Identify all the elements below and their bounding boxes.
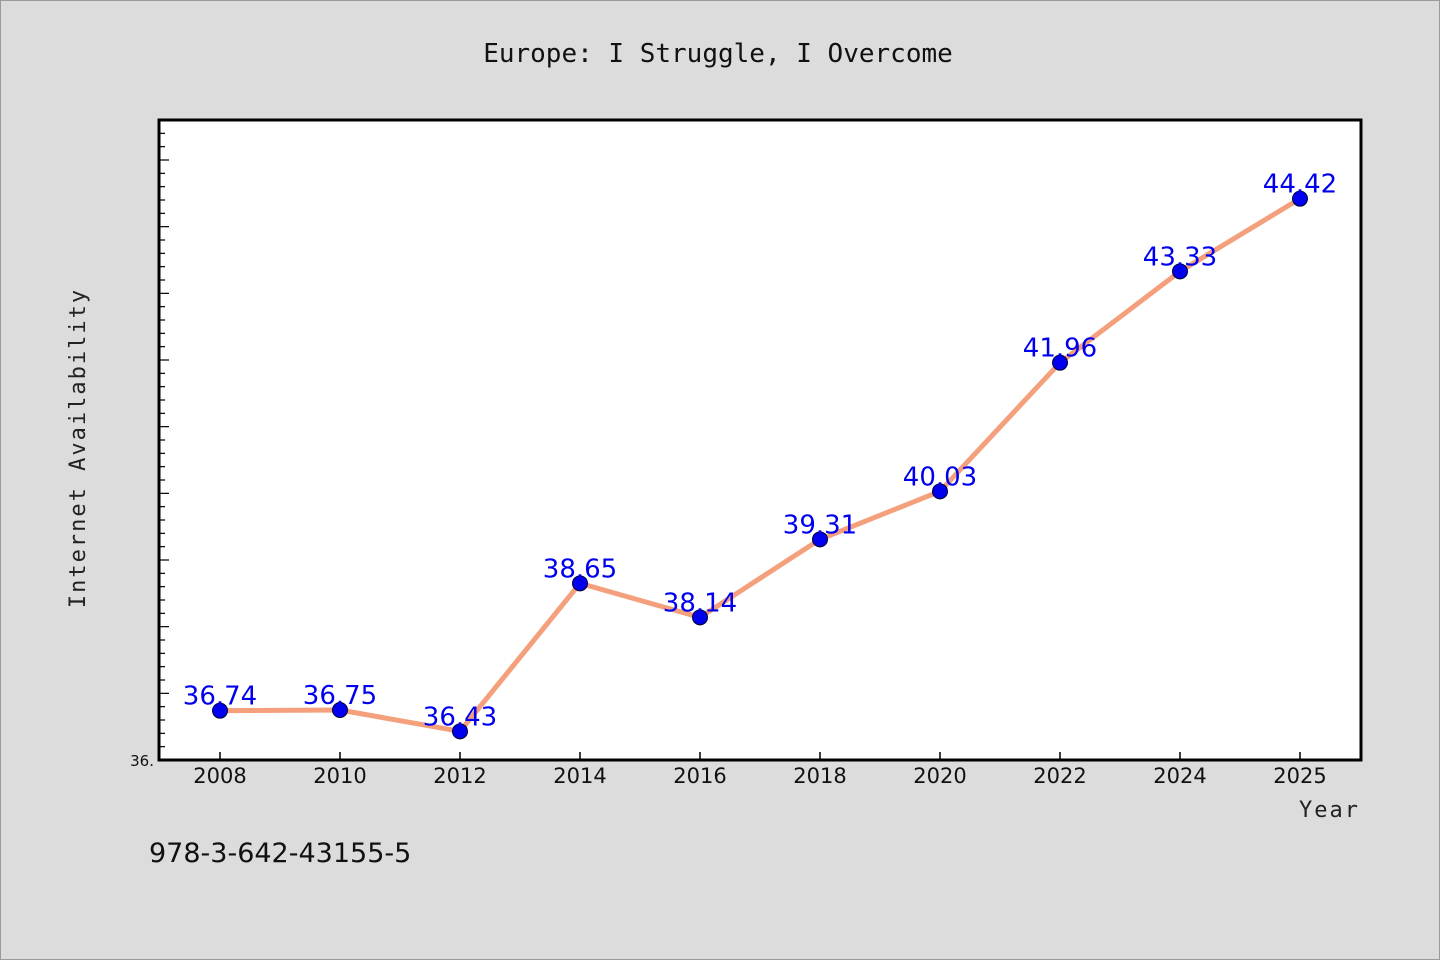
data-point <box>692 609 708 626</box>
y-axis-ticks <box>159 119 169 761</box>
x-tick-label: 2014 <box>553 764 606 788</box>
x-tick-label: 2012 <box>433 764 486 788</box>
data-label: 44.42 <box>1263 170 1337 200</box>
data-label: 36.75 <box>303 681 377 711</box>
chart-title: Europe: I Struggle, I Overcome <box>483 39 953 69</box>
series-markers <box>212 190 1308 740</box>
x-tick-label: 2024 <box>1153 764 1206 788</box>
plot-area <box>157 118 1363 762</box>
data-point <box>1052 354 1068 371</box>
data-point <box>812 531 828 548</box>
series-data-labels: 36.74 36.75 36.43 38.65 38.14 39.31 40.03 41.96… <box>183 170 1337 733</box>
x-tick-label: 2016 <box>673 764 726 788</box>
y-tick-label-min: 36. <box>130 752 154 770</box>
data-label: 40.03 <box>903 462 977 492</box>
data-point <box>932 483 948 500</box>
data-point <box>332 702 348 718</box>
data-label: 41.96 <box>1023 334 1097 364</box>
series-line-group <box>217 196 1303 734</box>
x-tick-label: 2022 <box>1033 764 1086 788</box>
x-tick-label: 2020 <box>913 764 966 788</box>
x-tick-label: 2025 <box>1273 764 1326 788</box>
isbn-text: 978-3-642-43155-5 <box>149 838 411 869</box>
x-tick-label: 2018 <box>793 764 846 788</box>
data-label: 36.43 <box>423 702 497 732</box>
data-label: 43.33 <box>1143 242 1217 272</box>
data-label: 36.74 <box>183 682 257 712</box>
x-axis-label: Year <box>1299 798 1360 823</box>
x-tick-label: 2008 <box>193 764 246 788</box>
y-axis-label: Internet Availability <box>66 288 91 608</box>
data-point <box>212 702 228 719</box>
data-label: 39.31 <box>783 510 857 540</box>
data-point <box>1292 190 1308 207</box>
data-point <box>1172 263 1188 280</box>
data-label: 38.65 <box>543 554 617 584</box>
data-point <box>572 575 588 592</box>
series-line <box>217 196 1303 734</box>
data-point <box>452 723 468 740</box>
data-label: 38.14 <box>663 588 737 618</box>
x-tick-label: 2010 <box>313 764 366 788</box>
x-axis-ticks: 2008 2010 2012 2014 2016 2018 2020 2022 2024 2025 <box>193 752 1327 788</box>
